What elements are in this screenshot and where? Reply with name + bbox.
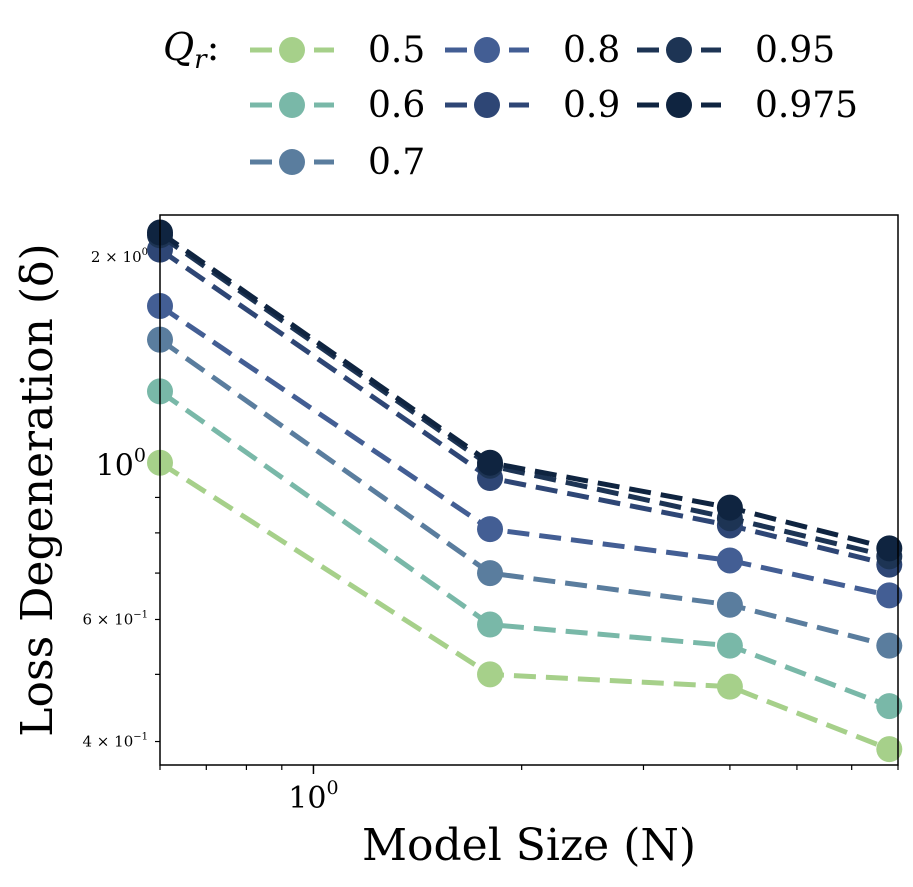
series-0.95 xyxy=(147,222,903,570)
y-tick-label: 6 × 10−1 xyxy=(83,609,149,628)
data-point xyxy=(477,560,504,587)
plot-area: 100 2 × 100 100 6 × 10−1 4 × 10−1 xyxy=(83,214,903,816)
legend-marker xyxy=(666,92,692,118)
data-point xyxy=(876,632,903,659)
legend-marker xyxy=(474,92,500,118)
legend-label: 0.5 xyxy=(368,30,425,71)
legend-label: 0.6 xyxy=(368,85,425,126)
data-point xyxy=(716,632,743,659)
legend-label: 0.9 xyxy=(563,85,620,126)
plot-frame xyxy=(159,214,899,766)
legend-label: 0.8 xyxy=(563,30,620,71)
series-0.5 xyxy=(147,449,903,763)
series-line xyxy=(158,230,890,551)
legend-item-0.95: 0.95 xyxy=(637,30,835,71)
data-point xyxy=(716,547,743,574)
data-point xyxy=(876,582,903,609)
series-0.975 xyxy=(147,219,903,562)
legend-marker xyxy=(474,37,500,63)
legend-item-0.8: 0.8 xyxy=(445,30,620,71)
series-line xyxy=(158,233,890,559)
x-tick-label: 100 xyxy=(288,777,338,816)
y-tick-label: 4 × 10−1 xyxy=(83,732,149,751)
data-point xyxy=(477,449,504,476)
legend-item-0.975: 0.975 xyxy=(637,85,858,126)
legend-marker xyxy=(279,149,305,175)
data-point xyxy=(876,693,903,720)
legend-marker xyxy=(279,37,305,63)
data-point xyxy=(876,535,903,562)
x-axis-label: Model Size (N) xyxy=(362,820,696,871)
series-line xyxy=(158,247,890,568)
legend-item-0.9: 0.9 xyxy=(445,85,620,126)
series-line xyxy=(158,460,891,752)
legend-title: Qr: xyxy=(163,25,219,75)
data-point xyxy=(876,736,903,763)
y-tick-label: 2 × 100 xyxy=(91,247,148,266)
series-0.6 xyxy=(147,378,903,720)
legend-label: 0.95 xyxy=(755,30,835,71)
legend-item-0.7: 0.7 xyxy=(250,142,425,183)
data-point xyxy=(716,591,743,618)
series-line xyxy=(158,303,890,598)
legend-label: 0.975 xyxy=(755,85,858,126)
series-0.8 xyxy=(147,292,903,609)
y-axis-label: Loss Degeneration (δ) xyxy=(12,243,63,736)
legend-item-0.5: 0.5 xyxy=(250,30,425,71)
series-0.9 xyxy=(147,236,903,578)
series-line xyxy=(158,337,890,649)
legend-label: 0.7 xyxy=(368,142,425,183)
legend-marker xyxy=(666,37,692,63)
series-0.7 xyxy=(147,326,903,659)
data-point xyxy=(716,673,743,700)
series-line xyxy=(158,389,891,709)
data-point xyxy=(477,611,504,638)
legend: Qr: 0.5 0.6 0.7 0.8 0.9 0.95 0.975 xyxy=(163,25,858,183)
series-layer xyxy=(147,219,903,763)
legend-marker xyxy=(279,92,305,118)
legend-item-0.6: 0.6 xyxy=(250,85,425,126)
data-point xyxy=(716,494,743,521)
y-tick-label: 100 xyxy=(96,445,146,484)
data-point xyxy=(477,661,504,688)
data-point xyxy=(477,516,504,543)
